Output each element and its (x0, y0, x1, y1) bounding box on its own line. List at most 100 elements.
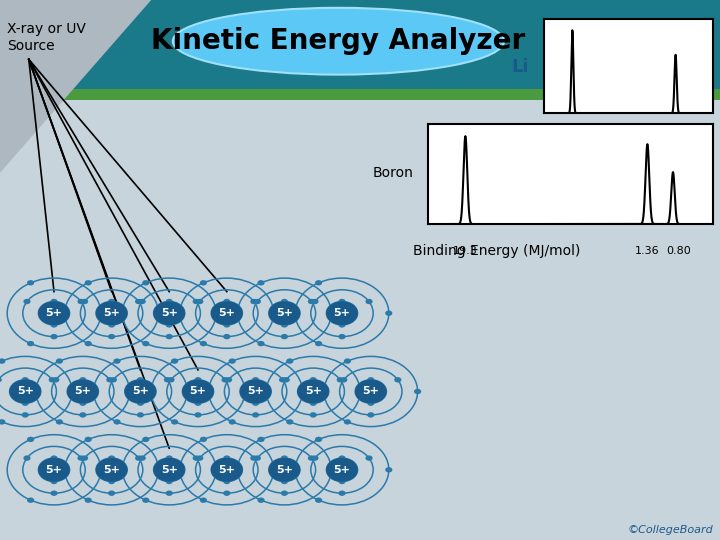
Circle shape (108, 455, 115, 461)
Circle shape (143, 437, 150, 442)
Circle shape (50, 322, 58, 328)
Circle shape (22, 401, 29, 406)
Circle shape (258, 341, 265, 346)
Circle shape (137, 377, 144, 382)
Text: 5+: 5+ (362, 387, 379, 396)
Circle shape (282, 377, 289, 382)
Circle shape (135, 299, 143, 304)
Circle shape (337, 377, 344, 382)
Circle shape (194, 412, 202, 417)
Circle shape (50, 299, 58, 304)
Circle shape (79, 377, 86, 382)
Circle shape (223, 479, 230, 484)
Circle shape (27, 341, 34, 346)
Text: X-ray or UV
Source: X-ray or UV Source (7, 22, 86, 53)
Circle shape (281, 479, 288, 484)
Text: 5+: 5+ (276, 465, 293, 475)
Circle shape (108, 299, 115, 304)
Text: 5+: 5+ (74, 387, 91, 396)
Circle shape (138, 455, 145, 461)
Circle shape (142, 341, 150, 346)
Bar (0, 89, 720, 100)
Circle shape (311, 299, 318, 304)
Circle shape (228, 419, 235, 424)
Circle shape (68, 389, 76, 394)
Circle shape (0, 359, 6, 364)
Circle shape (166, 479, 173, 484)
Circle shape (225, 377, 232, 382)
Circle shape (97, 467, 104, 472)
Circle shape (338, 455, 346, 461)
Text: 5+: 5+ (161, 465, 178, 475)
Text: 5+: 5+ (305, 387, 322, 396)
Circle shape (84, 497, 91, 503)
Circle shape (155, 310, 162, 316)
Circle shape (182, 380, 214, 403)
Circle shape (258, 497, 265, 503)
Circle shape (38, 301, 70, 325)
Circle shape (326, 458, 358, 482)
Circle shape (96, 301, 127, 325)
Circle shape (114, 419, 120, 424)
Circle shape (279, 377, 287, 382)
Circle shape (223, 322, 230, 328)
Text: 5+: 5+ (333, 308, 351, 318)
Circle shape (366, 455, 373, 461)
Circle shape (229, 359, 236, 364)
Bar (0, 100, 720, 540)
Circle shape (153, 301, 185, 325)
Circle shape (56, 359, 63, 364)
Circle shape (252, 377, 259, 382)
Circle shape (184, 389, 191, 394)
Circle shape (97, 310, 104, 316)
Circle shape (81, 299, 88, 304)
Circle shape (297, 380, 329, 403)
Circle shape (315, 341, 323, 346)
Circle shape (281, 490, 288, 496)
Circle shape (414, 389, 421, 394)
Circle shape (166, 334, 173, 339)
Circle shape (23, 455, 30, 461)
Text: Li: Li (512, 58, 529, 77)
Text: 1.36: 1.36 (635, 246, 660, 256)
Circle shape (166, 455, 173, 461)
Circle shape (135, 455, 143, 461)
Circle shape (258, 437, 265, 442)
Circle shape (344, 359, 351, 364)
Text: 19.3: 19.3 (453, 246, 478, 256)
Circle shape (199, 341, 207, 346)
Text: 6.26: 6.26 (560, 134, 585, 144)
Circle shape (27, 497, 34, 503)
Text: 5+: 5+ (17, 387, 34, 396)
Circle shape (81, 455, 88, 461)
Circle shape (22, 412, 29, 417)
Circle shape (251, 455, 258, 461)
Circle shape (125, 380, 156, 403)
Circle shape (194, 377, 202, 382)
Text: 0.52: 0.52 (663, 134, 688, 144)
Circle shape (251, 299, 258, 304)
Circle shape (0, 419, 5, 424)
Circle shape (171, 359, 179, 364)
Circle shape (281, 322, 288, 328)
Circle shape (367, 401, 374, 406)
Circle shape (269, 458, 300, 482)
Circle shape (27, 437, 35, 442)
Circle shape (23, 299, 30, 304)
Circle shape (281, 299, 288, 304)
Circle shape (310, 401, 317, 406)
Circle shape (240, 380, 271, 403)
Text: 5+: 5+ (218, 465, 235, 475)
Circle shape (108, 334, 115, 339)
Circle shape (78, 455, 85, 461)
Text: Binding Energy (MJ/mol): Binding Energy (MJ/mol) (413, 244, 580, 258)
Circle shape (143, 280, 150, 286)
Circle shape (340, 377, 347, 382)
Circle shape (223, 334, 230, 339)
Circle shape (270, 310, 277, 316)
Circle shape (126, 389, 133, 394)
Circle shape (315, 280, 323, 286)
Circle shape (52, 377, 59, 382)
Text: 5+: 5+ (103, 308, 120, 318)
Circle shape (287, 359, 294, 364)
